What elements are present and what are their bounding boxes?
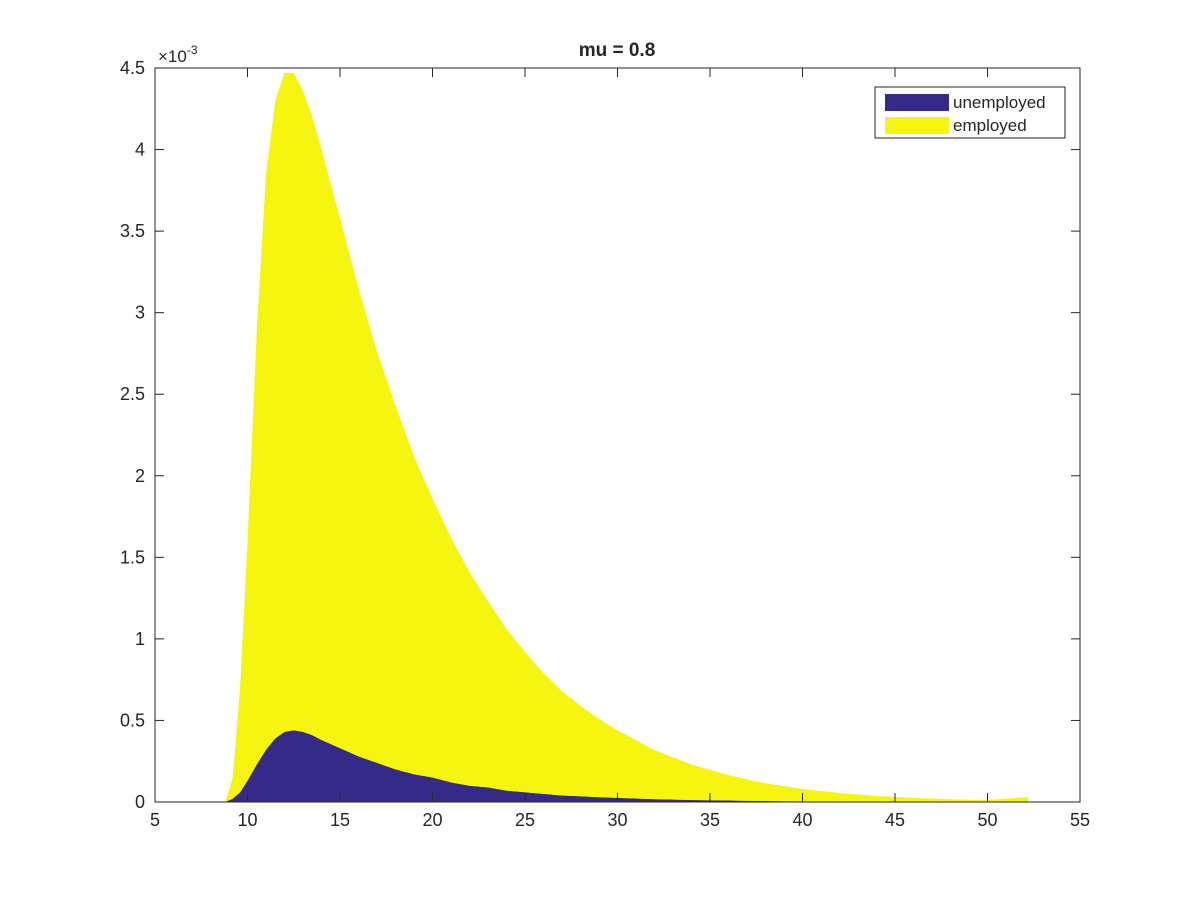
x-tick-label-6: 35	[700, 810, 720, 830]
y-tick-label-6: 3	[135, 303, 145, 323]
tick-layer: 5 10 15 20 25 30 35 40 45 50 55 0 0.5 1 1.5 2 2.5 3 3.5 4 4.…	[120, 58, 1090, 830]
y-tick-label-0: 0	[135, 792, 145, 812]
x-tick-label-10: 55	[1070, 810, 1090, 830]
x-tick-label-9: 50	[977, 810, 997, 830]
y-tick-label-1: 0.5	[120, 710, 145, 730]
legend-swatch-employed	[885, 117, 949, 134]
legend: unemployed employed	[874, 86, 1066, 139]
y-tick-label-2: 1	[135, 629, 145, 649]
y-tick-label-9: 4.5	[120, 58, 145, 78]
legend-swatch-unemployed	[885, 94, 949, 111]
x-tick-label-4: 25	[515, 810, 535, 830]
legend-label-unemployed: unemployed	[953, 93, 1046, 112]
y-tick-label-4: 2	[135, 466, 145, 486]
y-tick-label-5: 2.5	[120, 384, 145, 404]
y-tick-label-8: 4	[135, 140, 145, 160]
y-exponent-base: ×10	[158, 47, 187, 66]
y-tick-label-3: 1.5	[120, 547, 145, 567]
y-exponent-label: ×10-3	[158, 43, 198, 66]
x-tick-label-2: 15	[330, 810, 350, 830]
area-employed	[225, 72, 1029, 803]
x-tick-label-3: 20	[422, 810, 442, 830]
x-tick-label-1: 10	[237, 810, 257, 830]
y-tick-label-7: 3.5	[120, 221, 145, 241]
area-unemployed	[225, 730, 1029, 802]
y-exponent-power: -3	[187, 43, 198, 57]
x-tick-label-0: 5	[150, 810, 160, 830]
legend-label-employed: employed	[953, 116, 1027, 135]
chart-title: mu = 0.8	[579, 40, 656, 61]
area-layer	[225, 72, 1029, 803]
x-tick-label-7: 40	[792, 810, 812, 830]
x-tick-label-8: 45	[885, 810, 905, 830]
x-tick-label-5: 30	[607, 810, 627, 830]
